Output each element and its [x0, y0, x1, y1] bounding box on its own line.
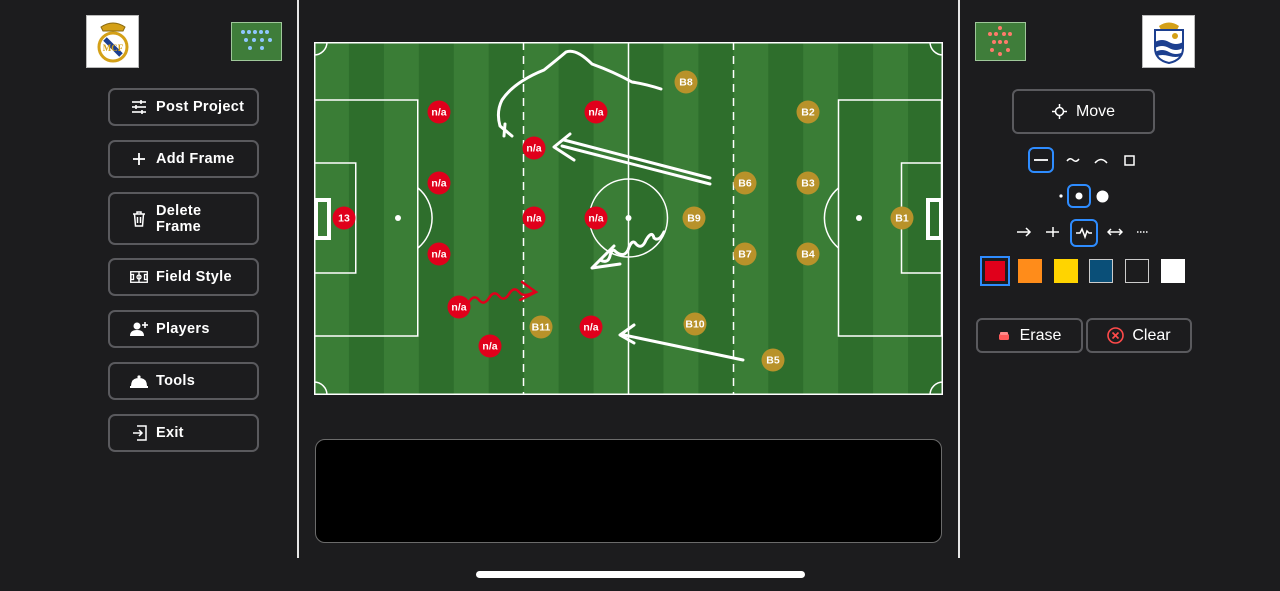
post-project-label: Post Project	[156, 99, 245, 115]
medium-dot-icon[interactable]	[1067, 184, 1091, 208]
away-player-token[interactable]: B5	[761, 348, 785, 372]
move-button[interactable]: Move	[1012, 89, 1155, 134]
double-arrow-icon[interactable]	[1102, 219, 1128, 245]
frame-notes-area[interactable]	[315, 439, 942, 543]
away-player-token[interactable]: B2	[796, 100, 820, 124]
away-player-token[interactable]: B11	[529, 315, 553, 339]
add-frame-label: Add Frame	[156, 151, 235, 167]
formation-dots-icon	[241, 30, 272, 50]
arrow-right-icon[interactable]	[1011, 219, 1037, 245]
plus-icon	[130, 150, 148, 168]
tools-label: Tools	[156, 373, 196, 389]
away-player-token[interactable]: B6	[733, 171, 757, 195]
home-player-token[interactable]: n/a	[579, 315, 603, 339]
t-end-icon[interactable]	[1039, 219, 1065, 245]
color-swatch-yellow[interactable]	[1054, 259, 1078, 283]
away-player-token[interactable]: B8	[674, 70, 698, 94]
eraser-icon	[998, 331, 1010, 341]
color-swatch-orange[interactable]	[1018, 259, 1042, 283]
away-team-crest[interactable]	[1142, 15, 1195, 68]
color-swatch-navy[interactable]	[1089, 259, 1113, 283]
right-divider	[958, 0, 960, 558]
home-player-token[interactable]: n/a	[478, 334, 502, 358]
erase-button[interactable]: Erase	[976, 318, 1083, 353]
straight-line-icon[interactable]	[1028, 147, 1054, 173]
svg-text:MCF: MCF	[102, 43, 123, 53]
field-icon	[130, 268, 148, 286]
clear-x-circle-icon	[1107, 327, 1125, 344]
delete-frame-label: Delete Frame	[156, 202, 202, 235]
square-icon[interactable]	[1116, 147, 1142, 173]
home-team-crest[interactable]: MCF	[86, 15, 139, 68]
tools-button[interactable]: Tools	[108, 362, 259, 400]
formation-dots-icon	[988, 26, 1012, 56]
arc-line-icon[interactable]	[1088, 147, 1114, 173]
home-player-token[interactable]: n/a	[427, 100, 451, 124]
home-indicator[interactable]	[476, 571, 805, 578]
home-player-token[interactable]: n/a	[427, 171, 451, 195]
home-player-token[interactable]: n/a	[427, 242, 451, 266]
left-divider	[297, 0, 299, 558]
away-player-token[interactable]: B3	[796, 171, 820, 195]
home-player-token[interactable]: n/a	[522, 136, 546, 160]
exit-button[interactable]: Exit	[108, 414, 259, 452]
dotted-line-icon[interactable]	[1130, 219, 1156, 245]
players-button[interactable]: Players	[108, 310, 259, 348]
away-player-token[interactable]: B9	[682, 206, 706, 230]
move-crosshair-icon	[1051, 104, 1067, 119]
clear-button[interactable]: Clear	[1086, 318, 1192, 353]
wavy-line-icon[interactable]	[1060, 147, 1086, 173]
home-player-token[interactable]: n/a	[584, 206, 608, 230]
add-person-icon	[130, 320, 148, 338]
pitch-markings	[314, 42, 943, 395]
home-player-token[interactable]: n/a	[584, 100, 608, 124]
color-swatch-red[interactable]	[980, 256, 1010, 286]
exit-icon	[130, 424, 148, 442]
away-formation-thumbnail[interactable]	[975, 22, 1026, 61]
away-player-token[interactable]: B4	[796, 242, 820, 266]
add-frame-button[interactable]: Add Frame	[108, 140, 259, 178]
away-player-token[interactable]: B1	[890, 206, 914, 230]
large-dot-icon[interactable]	[1089, 183, 1115, 209]
away-player-token[interactable]: B7	[733, 242, 757, 266]
real-sociedad-crest-icon	[1153, 22, 1184, 64]
trash-icon	[130, 210, 148, 228]
small-dot-icon[interactable]	[1048, 183, 1074, 209]
color-swatch-black[interactable]	[1125, 259, 1149, 283]
players-label: Players	[156, 321, 210, 337]
zigzag-icon[interactable]	[1070, 219, 1098, 247]
sliders-icon	[130, 98, 148, 116]
home-formation-thumbnail[interactable]	[231, 22, 282, 61]
tactics-pitch[interactable]: 13 n/a n/a n/a n/a n/a n/a n/a n/a n/a n/a B1 B2 B3 B4…	[314, 42, 943, 395]
field-style-button[interactable]: Field Style	[108, 258, 259, 296]
real-madrid-crest-icon: MCF	[97, 22, 128, 62]
field-style-label: Field Style	[156, 269, 232, 285]
move-label: Move	[1075, 102, 1116, 120]
home-player-token[interactable]: 13	[332, 206, 356, 230]
delete-frame-button[interactable]: Delete Frame	[108, 192, 259, 245]
home-player-token[interactable]: n/a	[522, 206, 546, 230]
home-player-token[interactable]: n/a	[447, 295, 471, 319]
color-swatch-white[interactable]	[1161, 259, 1185, 283]
exit-label: Exit	[156, 425, 184, 441]
away-player-token[interactable]: B10	[683, 312, 707, 336]
bell-icon	[130, 372, 148, 390]
clear-label: Clear	[1132, 326, 1171, 344]
erase-label: Erase	[1019, 326, 1062, 344]
post-project-button[interactable]: Post Project	[108, 88, 259, 126]
